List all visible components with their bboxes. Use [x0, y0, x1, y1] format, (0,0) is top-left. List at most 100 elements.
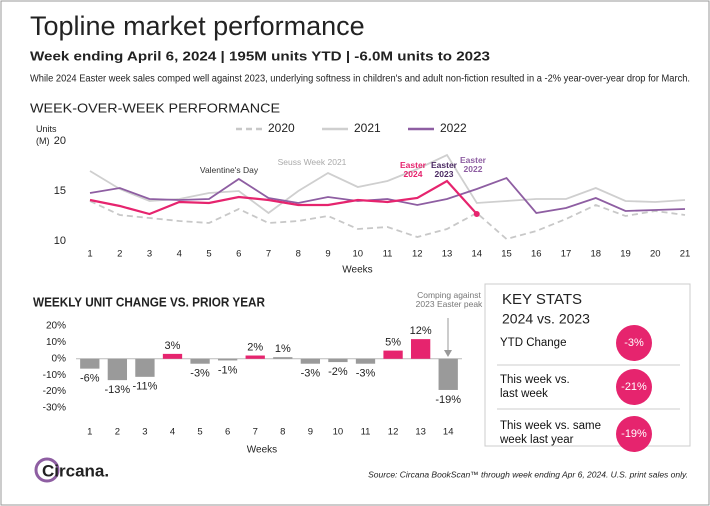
annotation: Easter 2023	[431, 160, 457, 179]
value-label: -19%	[435, 394, 461, 406]
y-axis-label: Units (M)	[36, 124, 57, 146]
logo: Circana.	[42, 461, 109, 480]
stats-title: KEY STATS	[502, 291, 582, 308]
stats-subtitle: 2024 vs. 2023	[502, 311, 590, 327]
series-line	[89, 153, 686, 215]
x-tick-label: 8	[296, 249, 301, 260]
bar	[410, 339, 431, 359]
x-tick-label: 19	[620, 249, 631, 260]
stats-box	[484, 283, 691, 447]
bar	[107, 358, 128, 381]
bar	[135, 358, 155, 377]
value-label: -1%	[218, 364, 238, 376]
x-tick-label: 7	[253, 427, 258, 438]
x-tick-label: 21	[680, 249, 691, 260]
x-tick-label: 18	[590, 249, 601, 260]
series-line	[89, 200, 686, 240]
value-label: 12%	[410, 325, 432, 337]
x-tick-label: 11	[383, 249, 393, 260]
x-tick-label: 2	[117, 249, 122, 260]
x-tick-label: 1	[87, 249, 92, 260]
annotation: Comping against 2023 Easter peak	[415, 290, 483, 309]
bar	[328, 358, 348, 363]
series-line	[89, 179, 478, 216]
x-tick-label: 10	[333, 427, 344, 438]
bar	[438, 358, 458, 390]
x-tick-label: 14	[443, 427, 454, 438]
annotation: Seuss Week 2021	[277, 157, 347, 167]
logo-mark	[34, 457, 60, 483]
bar-chart-title: WEEKLY UNIT CHANGE VS. PRIOR YEAR	[33, 294, 266, 309]
y-tick-label: 0%	[52, 353, 67, 364]
x-tick-label: 12	[412, 249, 423, 260]
x-tick-label: 9	[308, 427, 313, 438]
x-tick-label: 5	[206, 249, 211, 260]
x-tick-label: 1	[87, 427, 92, 438]
stat-label: YTD Change	[500, 337, 567, 349]
x-tick-label: 15	[501, 249, 512, 260]
value-label: -2%	[328, 366, 348, 378]
line-chart-title: WEEK-OVER-WEEK PERFORMANCE	[30, 100, 280, 115]
end-dot	[473, 211, 480, 217]
x-tick-label: 20	[650, 249, 661, 260]
x-tick-label: 3	[142, 427, 147, 438]
x-tick-label: 13	[415, 427, 426, 438]
source: Source: Circana BookScan™ through week e…	[368, 469, 688, 479]
x-tick-label: 6	[236, 249, 241, 260]
x-tick-label: 5	[197, 427, 202, 438]
x-tick-label: 11	[361, 427, 371, 438]
y-tick-label: 10	[54, 235, 66, 247]
bar	[273, 357, 293, 359]
x-tick-label: 4	[170, 427, 175, 438]
x-tick-label: 16	[531, 249, 542, 260]
x-axis-label: Weeks	[247, 445, 277, 456]
x-tick-label: 2	[115, 427, 120, 438]
x-tick-label: 12	[388, 427, 399, 438]
y-tick-label: 20	[54, 135, 66, 147]
x-tick-label: 6	[225, 427, 230, 438]
value-label: -11%	[132, 381, 157, 393]
x-tick-label: 13	[442, 249, 453, 260]
value-label: -6%	[80, 373, 100, 385]
value-label: 5%	[385, 337, 401, 349]
bar	[300, 358, 321, 364]
bar	[383, 350, 403, 359]
legend-label: 2020	[268, 121, 295, 135]
x-tick-label: 17	[561, 249, 572, 260]
x-tick-label: 3	[147, 249, 152, 260]
value-label: -3%	[190, 368, 210, 380]
x-tick-label: 14	[471, 249, 482, 260]
arrow-head	[444, 350, 452, 357]
stat-badge: -19%	[616, 416, 652, 452]
value-label: -3%	[301, 368, 321, 380]
x-tick-label: 10	[352, 249, 363, 260]
legend-label: 2022	[440, 121, 467, 135]
value-label: -3%	[356, 368, 376, 380]
y-tick-label: 20%	[46, 321, 66, 332]
stat-badge: -21%	[616, 369, 652, 405]
value-label: 2%	[247, 341, 263, 353]
stat-label: This week vs. same week last year	[500, 420, 601, 446]
title: Topline market performance	[30, 11, 365, 41]
x-tick-label: 8	[280, 427, 285, 438]
bar	[162, 353, 183, 359]
x-tick-label: 9	[325, 249, 330, 260]
bar	[190, 358, 210, 364]
value-label: -13%	[105, 384, 131, 396]
value-label: 1%	[275, 343, 291, 355]
y-tick-label: -30%	[43, 403, 66, 414]
bar	[217, 358, 238, 361]
x-tick-label: 4	[177, 249, 182, 260]
stat-badge: -3%	[616, 325, 652, 361]
y-tick-label: -10%	[43, 370, 66, 381]
description: While 2024 Easter week sales comped well…	[30, 74, 690, 85]
x-axis-label: Weeks	[342, 265, 372, 276]
annotation: Easter 2024	[400, 160, 426, 179]
annotation: Easter 2022	[460, 155, 486, 174]
y-tick-label: -20%	[43, 386, 66, 397]
y-tick-label: 10%	[46, 337, 66, 348]
legend-label: 2021	[354, 121, 381, 135]
